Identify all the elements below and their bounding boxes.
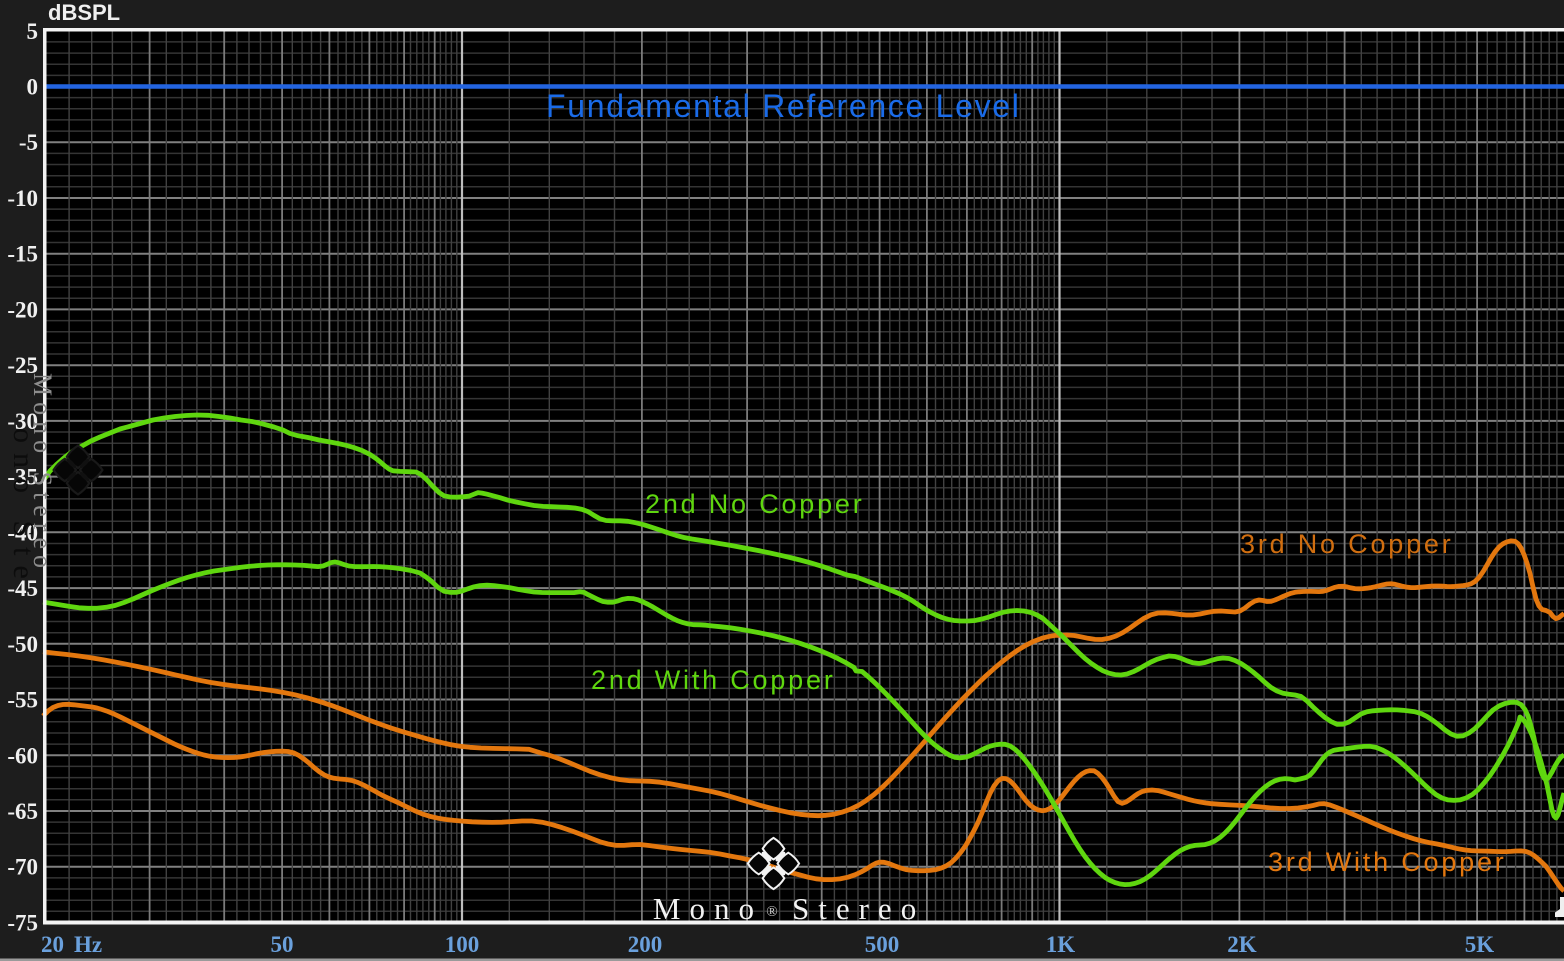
- svg-text:3rd With Copper: 3rd With Copper: [1268, 847, 1507, 877]
- svg-text:100: 100: [445, 932, 480, 957]
- svg-text:2nd With Copper: 2nd With Copper: [591, 665, 836, 695]
- svg-text:2nd No Copper: 2nd No Copper: [645, 489, 865, 519]
- svg-text:-5: -5: [19, 130, 38, 155]
- svg-text:-50: -50: [7, 632, 38, 657]
- svg-text:Mono: Mono: [653, 891, 763, 926]
- svg-text:-10: -10: [7, 186, 38, 211]
- svg-text:Fundamental Reference Level: Fundamental Reference Level: [546, 88, 1021, 124]
- svg-text:-20: -20: [7, 297, 38, 322]
- svg-text:5: 5: [27, 19, 39, 44]
- svg-text:-60: -60: [7, 743, 38, 768]
- svg-text:-30: -30: [7, 409, 38, 434]
- svg-text:®: ®: [766, 904, 777, 920]
- svg-text:-40: -40: [7, 520, 38, 545]
- svg-text:-35: -35: [7, 465, 38, 490]
- svg-text:-15: -15: [7, 242, 38, 267]
- svg-text:-45: -45: [7, 576, 38, 601]
- svg-text:20: 20: [41, 932, 64, 957]
- svg-text:1K: 1K: [1046, 932, 1076, 957]
- svg-text:5K: 5K: [1465, 932, 1495, 957]
- svg-text:ono Ste: ono Ste: [7, 428, 40, 589]
- svg-text:Mono Stereo: Mono Stereo: [28, 373, 57, 574]
- svg-text:-55: -55: [7, 688, 38, 713]
- svg-text:Hz: Hz: [74, 932, 102, 957]
- svg-text:-75: -75: [7, 911, 38, 936]
- svg-text:-65: -65: [7, 799, 38, 824]
- svg-text:-25: -25: [7, 353, 38, 378]
- svg-text:0: 0: [27, 75, 39, 100]
- svg-text:500: 500: [865, 932, 900, 957]
- svg-text:50: 50: [271, 932, 294, 957]
- svg-text:2K: 2K: [1227, 932, 1257, 957]
- svg-text:Stereo: Stereo: [792, 891, 925, 926]
- svg-text:3rd No Copper: 3rd No Copper: [1240, 529, 1454, 559]
- svg-text:-70: -70: [7, 855, 38, 880]
- svg-text:dBSPL: dBSPL: [48, 0, 120, 25]
- svg-text:200: 200: [628, 932, 663, 957]
